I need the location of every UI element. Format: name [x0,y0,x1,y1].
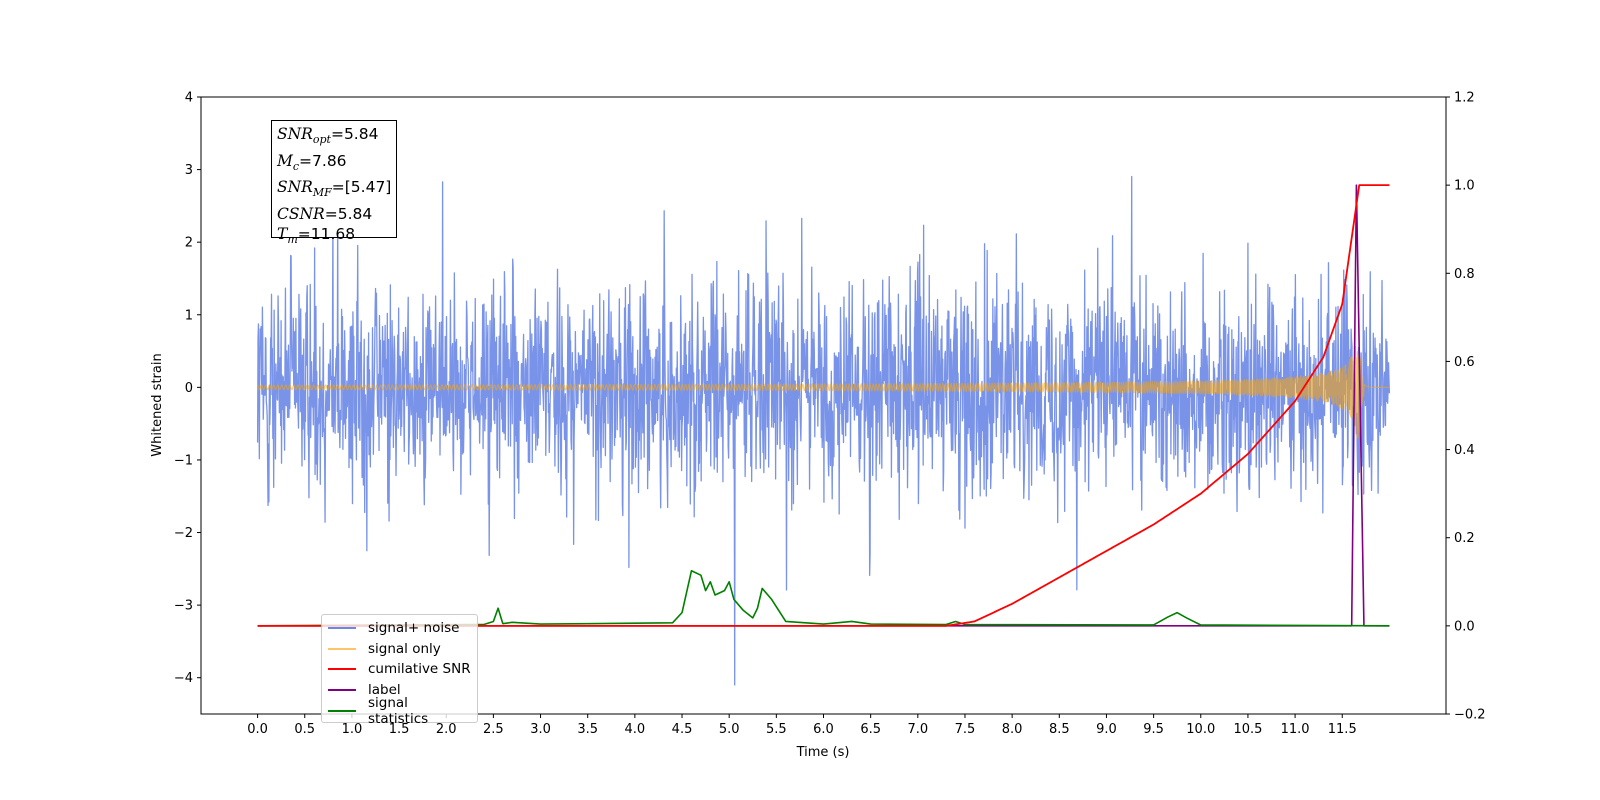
x-tick-label: 10.0 [1186,722,1215,737]
y-tick-label: 4 [185,91,193,106]
y-tick-label: −1 [174,453,193,468]
info-csnr: CSNR=5.84 [277,204,373,223]
y-tick-label: 1 [185,308,193,323]
x-tick-label: 10.5 [1233,722,1262,737]
x-tick-label: 6.5 [860,722,881,737]
legend-label: signal only [368,640,441,657]
x-tick-label: 11.5 [1328,722,1357,737]
y-axis-title: Whitened strain [150,353,165,456]
x-tick-label: 11.0 [1281,722,1310,737]
x-tick-label: 2.0 [436,722,457,737]
y2-tick-label: 1.0 [1454,179,1475,194]
legend-swatch [328,627,356,630]
legend-item: signal only [328,639,471,660]
legend-swatch [328,647,356,650]
y-tick-label: 2 [185,236,193,251]
legend-label: label [368,682,401,699]
x-tick-label: 7.5 [955,722,976,737]
legend-label: cumilative SNR [368,661,471,678]
legend-swatch [328,668,356,671]
y2-tick-label: 1.2 [1454,91,1475,106]
x-axis-title: Time (s) [796,745,850,760]
legend-swatch [328,689,356,692]
x-tick-label: 9.5 [1143,722,1164,737]
legend-swatch [328,709,356,712]
plot-area [256,175,1391,686]
x-tick-label: 5.5 [766,722,787,737]
info-box: SNRopt=5.84 Mc=7.86 SNRMF=[5.47] CSNR=5.… [271,120,397,246]
info-snr-mf: SNRMF=[5.47] [277,178,392,200]
y-tick-label: −3 [174,599,193,614]
y-tick-label: 3 [185,163,193,178]
x-tick-label: 4.0 [625,722,646,737]
x-tick-label: 1.0 [342,722,363,737]
info-mc: Mc=7.86 [277,151,347,173]
x-tick-label: 2.5 [483,722,504,737]
info-snr-opt: SNRopt=5.84 [277,125,379,147]
x-tick-label: 8.5 [1049,722,1070,737]
x-tick-label: 5.0 [719,722,740,737]
info-tm: Tm=11.68 [277,225,356,247]
x-tick-label: 1.5 [389,722,410,737]
x-tick-label: 9.0 [1096,722,1117,737]
y2-tick-label: −0.2 [1454,708,1486,723]
y-tick-label: −2 [174,526,193,541]
legend: signal+ noise signal only cumilative SNR… [321,614,478,727]
legend-item: signal statistics [328,695,471,727]
series-signal-noise [256,175,1391,686]
x-tick-label: 0.0 [247,722,268,737]
y2-tick-label: 0.2 [1454,531,1475,546]
series-cumulative-snr [257,184,1390,627]
series-signal-only [257,345,1390,439]
legend-item: cumilative SNR [328,659,471,680]
legend-label: signal+ noise [368,620,460,637]
legend-item: signal+ noise [328,618,471,639]
y2-tick-label: 0.4 [1454,443,1475,458]
y2-tick-label: 0.0 [1454,619,1475,634]
legend-item: label [328,680,471,701]
x-tick-label: 4.5 [672,722,693,737]
x-tick-label: 3.0 [530,722,551,737]
ticks: 0.0 0.5 1.0 1.5 2.0 2.5 3.0 3.5 4.0 4.5 5.0 5.5 6.0 6… [174,91,1486,738]
x-tick-label: 8.0 [1002,722,1023,737]
y2-tick-label: 0.8 [1454,267,1475,282]
y-tick-label: −4 [174,671,193,686]
x-tick-label: 7.0 [907,722,928,737]
x-tick-label: 3.5 [577,722,598,737]
x-tick-label: 0.5 [294,722,315,737]
y2-tick-label: 0.6 [1454,355,1475,370]
y-tick-label: 0 [185,381,193,396]
legend-label: signal statistics [368,694,429,727]
x-tick-label: 6.0 [813,722,834,737]
